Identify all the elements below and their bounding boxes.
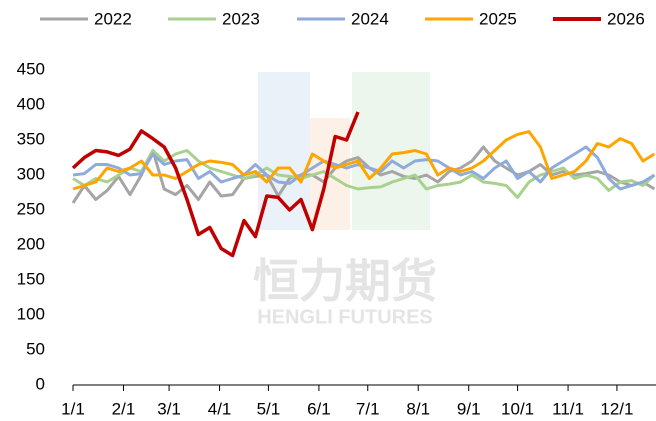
legend-label: 2023 — [222, 9, 260, 28]
x-tick-label: 5/1 — [257, 399, 281, 418]
legend-label: 2025 — [479, 9, 517, 28]
x-tick-label: 9/1 — [457, 399, 481, 418]
y-tick-label: 50 — [26, 339, 45, 358]
y-tick-label: 200 — [17, 234, 45, 253]
x-tick-label: 2/1 — [112, 399, 136, 418]
y-tick-label: 150 — [17, 269, 45, 288]
legend-label: 2026 — [607, 9, 645, 28]
x-tick-label: 7/1 — [356, 399, 380, 418]
series-line — [71, 111, 360, 258]
watermark: HENGLI FUTURES — [257, 306, 433, 328]
x-tick-label: 4/1 — [208, 399, 232, 418]
legend-label: 2024 — [351, 9, 389, 28]
x-tick-label: 3/1 — [157, 399, 181, 418]
x-tick-label: 8/1 — [406, 399, 430, 418]
x-tick-label: 12/1 — [600, 399, 633, 418]
series-line — [72, 130, 656, 191]
x-tick-label: 1/1 — [61, 399, 85, 418]
series-line — [71, 145, 656, 204]
y-tick-label: 350 — [17, 129, 45, 148]
y-tick-label: 450 — [17, 59, 45, 78]
y-tick-label: 0 — [36, 374, 45, 393]
x-tick-label: 6/1 — [307, 399, 331, 418]
y-tick-label: 250 — [17, 199, 45, 218]
y-tick-label: 400 — [17, 94, 45, 113]
y-tick-label: 300 — [17, 164, 45, 183]
series-line — [72, 145, 656, 191]
legend-label: 2022 — [94, 9, 132, 28]
watermark: 恒力期货 — [253, 255, 437, 307]
x-tick-label: 11/1 — [552, 399, 584, 418]
y-tick-label: 100 — [17, 304, 45, 323]
x-tick-label: 10/1 — [501, 399, 534, 418]
